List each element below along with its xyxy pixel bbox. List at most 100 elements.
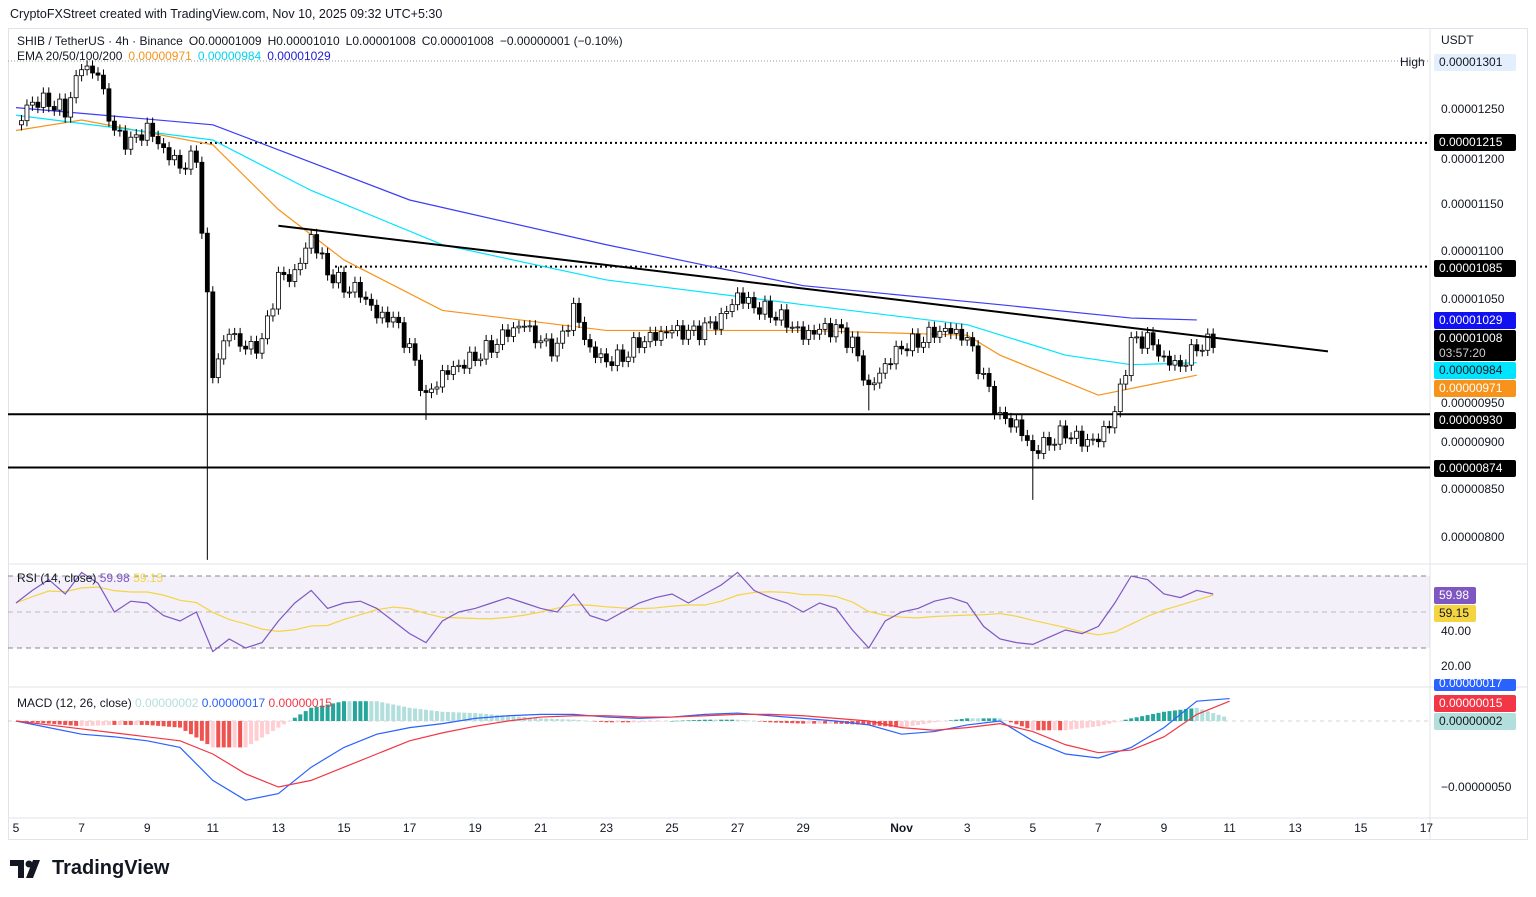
candle-down — [1068, 437, 1074, 440]
rsi-label[interactable]: RSI (14, close) — [17, 571, 97, 585]
macd-histogram-bar — [724, 719, 729, 721]
candle-down — [1035, 450, 1041, 454]
candle-up — [467, 351, 473, 369]
macd-histogram-bar — [281, 721, 286, 725]
macd-histogram-bar — [1041, 721, 1046, 731]
candle-down — [243, 345, 249, 350]
candle-down — [1139, 336, 1145, 349]
candle-down — [1079, 430, 1085, 447]
candle-up — [133, 134, 139, 138]
macd-histogram-bar — [795, 721, 800, 724]
time-label: 5 — [1029, 821, 1037, 835]
macd-histogram-bar — [424, 709, 428, 721]
rsi-line — [15, 571, 1214, 653]
macd-label[interactable]: MACD (12, 26, close) — [17, 696, 132, 710]
high-badge: 0.00001301 — [1434, 54, 1516, 71]
symbol-label[interactable]: SHIB / TetherUS · 4h · Binance — [17, 34, 183, 48]
macd-histogram-bar — [604, 721, 609, 723]
candle-down — [696, 325, 702, 341]
macd-histogram-bar — [1085, 721, 1090, 728]
macd-histogram-bar — [456, 712, 461, 721]
candle-up — [1183, 364, 1189, 367]
candle-up — [707, 321, 713, 324]
macd-histogram-bar — [659, 721, 664, 722]
macd-histogram-bar — [495, 714, 500, 721]
candle-down — [112, 120, 117, 131]
macd-histogram-bar — [981, 718, 986, 721]
macd-histogram-bar — [1183, 709, 1188, 721]
candle-down — [401, 322, 407, 348]
macd-histogram-bar — [746, 720, 751, 722]
candle-down — [423, 390, 429, 393]
macd-histogram-bar — [451, 712, 456, 721]
macd-histogram-bar — [1052, 721, 1057, 731]
candle-down — [319, 252, 325, 255]
macd-histogram-bar — [358, 701, 363, 721]
macd-histogram-bar — [467, 712, 472, 721]
macd-histogram-bar — [779, 721, 784, 723]
ema50-badge: 0.00000971 — [1434, 380, 1516, 397]
ema-label[interactable]: EMA 20/50/100/200 — [17, 49, 123, 63]
candle-down — [1167, 355, 1172, 366]
candle-down — [1161, 355, 1167, 358]
macd-histogram-bar — [402, 706, 407, 721]
candle-down — [35, 101, 41, 108]
macd-histogram-bar — [1200, 709, 1205, 721]
macd-histogram-bar — [598, 721, 603, 722]
candle-up — [762, 300, 768, 315]
candle-up — [379, 311, 385, 319]
macd-histogram-bar — [1145, 715, 1150, 721]
macd-histogram-bar — [1063, 721, 1068, 731]
macd-histogram-bar — [1096, 721, 1101, 727]
macd-histogram-bar — [396, 705, 401, 721]
candle-up — [456, 364, 462, 367]
macd-histogram-bar — [1205, 711, 1210, 721]
candle-up — [1123, 375, 1129, 385]
support2-badge: 0.00000874 — [1434, 460, 1516, 477]
time-label: 7 — [1095, 821, 1102, 835]
macd-histogram-bar — [1156, 712, 1161, 721]
candle-up — [953, 328, 959, 334]
time-label: 21 — [534, 821, 548, 835]
price-tick: 0.00000950 — [1441, 396, 1505, 410]
macd-histogram-bar — [544, 718, 549, 721]
macd-histogram-bar — [265, 721, 270, 735]
rsi-tick: 20.00 — [1441, 659, 1472, 673]
macd-histogram-bar — [161, 721, 166, 727]
macd-histogram-bar — [1178, 709, 1183, 721]
macd-histogram-bar — [588, 721, 592, 722]
candle-down — [680, 325, 686, 340]
macd-histogram-bar — [511, 716, 516, 721]
macd-histogram-bar — [708, 719, 713, 721]
change-value: −0.00000001 (−0.10%) — [499, 34, 623, 48]
candle-up — [352, 281, 358, 293]
macd-histogram-bar — [199, 721, 204, 741]
macd-histogram-bar — [1058, 721, 1063, 731]
time-label: 9 — [143, 821, 151, 835]
macd-histogram-bar — [932, 721, 937, 723]
macd-histogram-bar — [178, 721, 182, 728]
tradingview-logo[interactable]: TradingView — [10, 857, 169, 880]
candle-down — [445, 370, 451, 375]
candle-down — [418, 359, 423, 391]
candle-up — [669, 330, 675, 334]
candle-up — [1205, 333, 1211, 351]
macd-histogram-bar — [232, 721, 237, 748]
candle-down — [959, 328, 965, 341]
candle-up — [494, 344, 500, 353]
candle-down — [281, 271, 287, 275]
candle-down — [204, 232, 210, 293]
macd-histogram-bar — [90, 721, 95, 726]
currency-label[interactable]: USDT — [1441, 33, 1474, 47]
candle-up — [308, 234, 314, 249]
macd-histogram-bar — [52, 721, 57, 725]
macd-histogram-bar — [172, 721, 177, 728]
macd-histogram-bar — [817, 721, 822, 724]
candle-up — [232, 333, 238, 336]
macd-histogram-bar — [1216, 714, 1221, 721]
candle-down — [106, 88, 112, 122]
macd-histogram-bar — [1008, 721, 1013, 723]
time-label: 5 — [12, 821, 20, 835]
candle-up — [1128, 337, 1134, 376]
